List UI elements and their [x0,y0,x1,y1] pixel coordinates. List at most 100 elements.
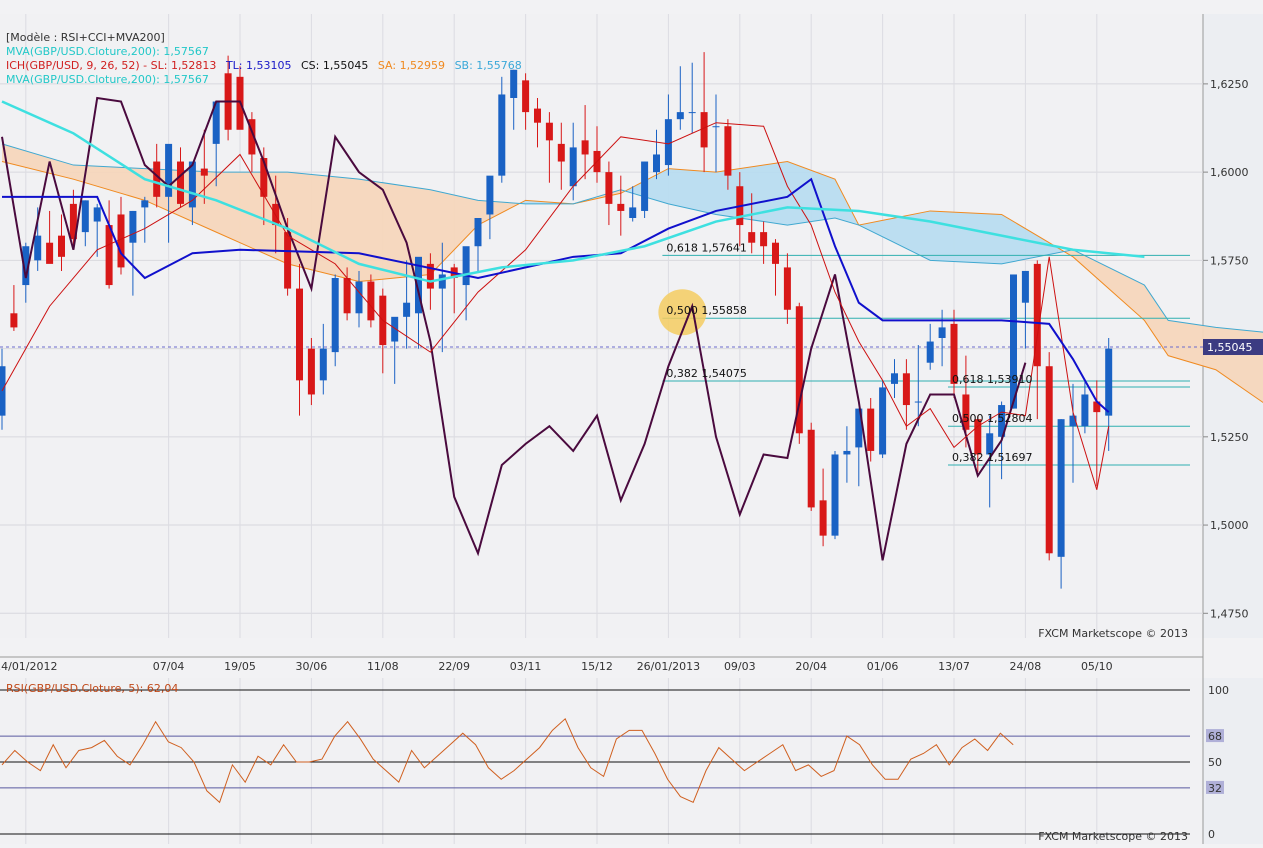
x-tick-label: 11/08 [367,660,399,673]
rsi-level-box [1206,780,1224,794]
candle-up [319,348,327,381]
fibonacci-labels: 0,618 1,57641 0,500 1,55858 0,382 1,54075 0… [666,241,1032,464]
candle-down [605,172,613,204]
legend-ichimoku: ICH(GBP/USD, 9, 26, 52) - SL: 1,52813 TL… [6,59,522,72]
candle-down [617,203,625,211]
x-tick-label: 24/08 [1010,660,1042,673]
candle-up [1057,419,1065,557]
rsi-line [1,717,1014,804]
candle-down [950,323,958,384]
legend-mva: MVA(GBP/USD.Cloture,200): 1,57567 [6,45,209,58]
rsi-panel[interactable] [0,678,1203,844]
legend-mva-2: MVA(GBP/USD.Cloture,200): 1,57567 [6,73,209,86]
candle-down [974,419,982,455]
candle-up [93,207,101,222]
candle-up [569,147,577,187]
candle-up [676,112,684,120]
candle-down [58,235,65,257]
candle-up [165,143,173,197]
rsi-level-label: 68 [1208,730,1222,743]
y-tick-label: 1,5000 [1210,519,1249,532]
price-axis[interactable] [1203,14,1263,638]
candle-down [284,232,292,289]
candle-down [105,225,113,286]
x-tick-label: 14/01/2012 [0,660,58,673]
grid [0,14,1203,844]
y-tick-label: 1,6000 [1210,166,1249,179]
candle-down [867,408,875,451]
candle-down [783,267,791,310]
candle-up [641,161,649,211]
candle-up [212,101,220,144]
y-tick-label: 1,6250 [1210,78,1249,91]
legend-rsi: RSI(GBP/USD.Cloture, 5): 62,04 [6,682,178,695]
candle-up [510,69,518,98]
candle-down [1033,263,1041,367]
candle-up [474,218,482,247]
fib-label: 0,500 1,52804 [952,412,1032,425]
legend-ich-sl: ICH(GBP/USD, 9, 26, 52) - SL: 1,52813 [6,59,216,72]
candle-down [760,232,768,247]
candle-up [81,200,89,233]
candle-up [843,450,851,455]
candle-up [34,235,42,261]
candle-down [1093,401,1101,413]
candle-down [248,119,256,155]
cci-line [1,96,1027,561]
candle-up [855,408,863,448]
candle-up [1081,394,1089,427]
candle-up [629,207,637,218]
candle-up [664,119,672,166]
candle-up [0,366,6,416]
candle-up [188,161,196,208]
candle-up [1105,348,1113,416]
x-tick-label: 13/07 [938,660,970,673]
candle-up [331,278,339,353]
candle-down [260,158,268,197]
rsi-axis[interactable] [1203,678,1263,844]
candle-up [22,246,30,286]
x-tick-label: 20/04 [795,660,827,673]
current-price-box [1203,339,1263,355]
candle-up [653,154,660,173]
candle-down [1045,366,1053,554]
candle-down [581,140,589,155]
candle-down [748,232,756,243]
candle-up [926,341,934,363]
candle-up [914,401,922,403]
candle-down [545,122,553,141]
fib-label: 0,500 1,55858 [666,304,746,317]
x-tick-label: 30/06 [296,660,328,673]
x-tick-label: 22/09 [438,660,470,673]
cloud-bearish [2,143,520,282]
candle-up [1069,415,1077,427]
x-tick-label: 26/01/2013 [637,660,700,673]
y-tick-label: 1,5750 [1210,254,1249,267]
rsi-level-label: 32 [1208,782,1222,795]
candle-up [391,316,399,342]
x-tick-label: 01/06 [867,660,899,673]
candle-down [153,161,161,197]
candle-up [879,387,887,455]
legend-ich-sa: SA: 1,52959 [378,59,445,72]
watermark-top: FXCM Marketscope © 2013 [1038,627,1188,640]
x-tick-label: 19/05 [224,660,256,673]
candle-down [807,429,815,508]
candle-up [998,405,1006,437]
candle-up [986,433,994,455]
price-panel[interactable] [0,14,1203,638]
candle-up [486,175,494,215]
candle-down [700,112,708,148]
candle-up [498,94,506,176]
fib-label: 0,382 1,51697 [952,451,1032,464]
candle-up [1010,274,1017,409]
candle-down [522,80,530,113]
rsi-indicator: 100 68 50 32 0 [0,684,1229,841]
fib-label: 0,618 1,53910 [952,373,1032,386]
candle-down [296,288,303,381]
cloud-bullish [858,210,1065,264]
y-tick-label: 1,5250 [1210,431,1249,444]
x-tick-label: 07/04 [153,660,185,673]
candle-down [426,263,434,289]
